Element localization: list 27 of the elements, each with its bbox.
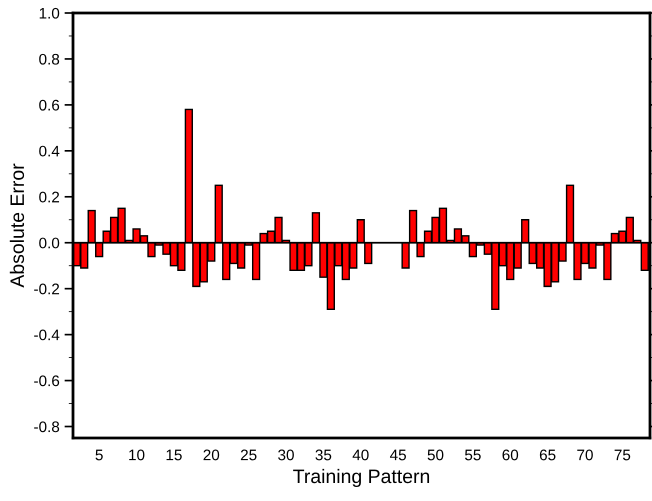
y-tick-label: -0.6 — [34, 375, 60, 386]
y-tick-label: 0.4 — [39, 146, 60, 157]
x-tick-label: 30 — [278, 450, 294, 460]
x-tick-label: 25 — [240, 450, 256, 460]
x-tick-label: 20 — [204, 450, 220, 460]
x-tick-label: 45 — [390, 450, 406, 460]
y-tick-label: 0.0 — [39, 238, 60, 248]
x-tick-label: 15 — [166, 450, 182, 460]
x-tick-label: 5 — [96, 450, 103, 460]
x-tick-label: 70 — [577, 450, 593, 460]
x-tick-label: 10 — [129, 450, 144, 460]
x-axis-title: Training Pattern — [293, 468, 430, 488]
y-tick-label: -0.2 — [34, 284, 60, 294]
y-tick-label: 0.8 — [39, 54, 60, 65]
x-tick-label: 50 — [428, 450, 444, 460]
x-tick-label: 35 — [315, 450, 332, 460]
y-tick-label: 1.0 — [40, 8, 60, 19]
x-tick-label: 40 — [352, 450, 369, 460]
y-tick-label: -0.4 — [34, 329, 60, 340]
y-axis-title: Absolute Error — [10, 164, 24, 288]
x-tick-label: 75 — [614, 450, 630, 460]
y-tick-label: 0.6 — [39, 100, 60, 111]
x-tick-label: 65 — [540, 450, 556, 460]
y-tick-label: -0.8 — [34, 421, 60, 432]
y-tick-label: 0.2 — [39, 192, 60, 202]
x-tick-label: 55 — [464, 450, 481, 460]
x-tick-label: 60 — [502, 450, 518, 460]
